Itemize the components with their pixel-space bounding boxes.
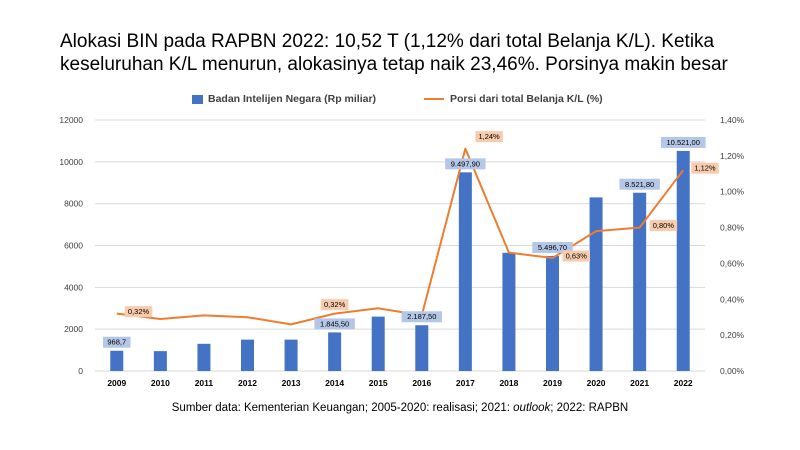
- x-tick-label: 2017: [456, 378, 475, 388]
- source-suffix: ; 2022: RAPBN: [550, 402, 629, 414]
- bar: [284, 339, 298, 371]
- line-data-label: 1,12%: [694, 164, 716, 173]
- y-left-tick-label: 4000: [64, 282, 83, 292]
- source-note: Sumber data: Kementerian Keuangan; 2005-…: [0, 402, 800, 414]
- bar-data-label: 5.496,70: [538, 243, 567, 252]
- bar-data-label-bg: [314, 318, 355, 330]
- y-right-tick-label: 0,00%: [720, 366, 745, 376]
- bar: [633, 192, 647, 371]
- source-italic: outlook: [513, 402, 551, 414]
- line-data-label: 1,24%: [478, 132, 500, 141]
- x-tick-label: 2011: [195, 378, 214, 388]
- y-left-tick-label: 8000: [64, 199, 83, 209]
- bar-data-label-bg: [401, 311, 442, 323]
- legend-swatch-line: [424, 98, 444, 100]
- line-data-label-bg: [649, 220, 678, 232]
- x-tick-label: 2020: [587, 378, 606, 388]
- x-tick-label: 2015: [369, 378, 388, 388]
- bar-data-label: 10.521,00: [667, 138, 700, 147]
- y-left-tick-label: 12000: [59, 115, 83, 125]
- x-tick-label: 2019: [543, 378, 562, 388]
- x-tick-label: 2022: [674, 378, 693, 388]
- line-data-label: 0,80%: [653, 221, 675, 230]
- bar-data-label: 1.845,50: [320, 319, 349, 328]
- line-data-label-bg: [124, 306, 153, 318]
- y-right-tick-label: 1,00%: [720, 187, 745, 197]
- bar-data-label-bg: [532, 242, 573, 254]
- bar: [110, 350, 124, 371]
- bar: [153, 351, 167, 371]
- bar-data-label: 8.521,80: [625, 180, 654, 189]
- x-tick-label: 2014: [325, 378, 344, 388]
- x-tick-label: 2010: [151, 378, 170, 388]
- x-tick-label: 2021: [630, 378, 649, 388]
- y-right-tick-label: 0,60%: [720, 258, 745, 268]
- bar-data-label: 2.187,50: [407, 312, 436, 321]
- bar-data-label-bg: [660, 136, 706, 148]
- y-right-tick-label: 0,20%: [720, 330, 745, 340]
- line-data-label: 0,63%: [566, 252, 588, 261]
- x-tick-label: 2009: [107, 378, 126, 388]
- y-left-tick-label: 2000: [64, 324, 83, 334]
- bar: [458, 172, 472, 371]
- chart-title: Alokasi BIN pada RAPBN 2022: 10,52 T (1,…: [60, 31, 728, 75]
- bar: [241, 339, 254, 371]
- bar: [589, 197, 603, 371]
- bar-data-label-bg: [103, 336, 131, 348]
- bar: [502, 252, 516, 371]
- y-right-tick-label: 1,40%: [720, 115, 745, 125]
- y-left-tick-label: 6000: [64, 241, 83, 251]
- bar-data-label-bg: [619, 178, 660, 190]
- bar: [415, 325, 429, 371]
- y-left-tick-label: 10000: [59, 157, 83, 167]
- line-data-label: 0,32%: [128, 307, 150, 316]
- line-data-label-bg: [562, 250, 590, 262]
- bar: [546, 256, 559, 371]
- line-data-label-bg: [475, 131, 503, 143]
- legend-label-line: Porsi dari total Belanja K/L (%): [450, 93, 603, 105]
- line-series: [116, 147, 685, 326]
- line-data-label: 0,32%: [324, 300, 346, 309]
- y-right-tick-label: 1,20%: [720, 151, 745, 161]
- line-data-label-bg: [320, 299, 349, 311]
- y-left-tick-label: 0: [78, 366, 83, 376]
- x-tick-label: 2018: [499, 378, 518, 388]
- source-prefix: Sumber data: Kementerian Keuangan; 2005-…: [171, 402, 514, 414]
- legend-item-line: Porsi dari total Belanja K/L (%): [424, 93, 603, 105]
- x-tick-label: 2012: [238, 378, 257, 388]
- y-right-tick-label: 0,80%: [720, 223, 745, 233]
- x-tick-label: 2013: [282, 378, 301, 388]
- line-data-label-bg: [691, 162, 719, 174]
- bar-data-label: 968,7: [107, 338, 126, 347]
- bar: [371, 316, 385, 371]
- bar-data-label: 9.497,90: [451, 159, 480, 168]
- y-right-tick-label: 0,40%: [720, 294, 745, 304]
- bar: [328, 332, 342, 371]
- bar: [197, 343, 211, 371]
- x-tick-label: 2016: [412, 378, 431, 388]
- legend-label-bar: Badan Intelijen Negara (Rp miliar): [208, 93, 377, 105]
- legend-item-bar: Badan Intelijen Negara (Rp miliar): [192, 93, 376, 105]
- legend-swatch-bar: [192, 94, 203, 104]
- bar: [676, 150, 690, 371]
- bar-data-label-bg: [445, 158, 486, 170]
